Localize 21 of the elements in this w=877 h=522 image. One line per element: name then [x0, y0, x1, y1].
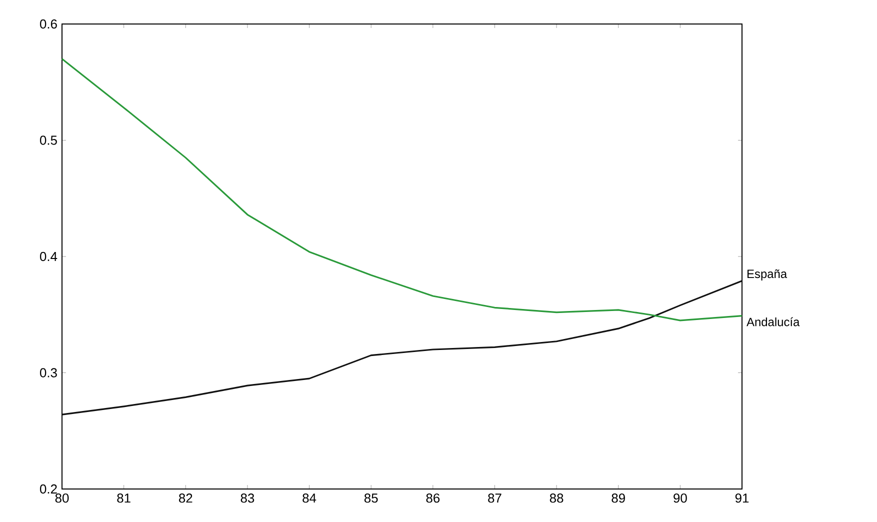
- x-tick-label: 90: [674, 494, 687, 503]
- x-tick-label: 83: [240, 494, 254, 503]
- x-tick-label: 84: [302, 494, 316, 503]
- x-tick-label: 81: [117, 494, 130, 503]
- line-series: [61, 58, 743, 322]
- line-series: [61, 280, 743, 416]
- x-tick-label: 87: [488, 494, 502, 503]
- x-tick-label: 80: [55, 494, 69, 503]
- x-tick-label: 88: [550, 494, 564, 503]
- series-label: España: [748, 269, 788, 280]
- x-tick-label: 89: [612, 494, 625, 503]
- x-tick-label: 82: [178, 494, 192, 503]
- x-tick-label: 91: [735, 494, 749, 503]
- y-tick-label: 0.3: [40, 368, 57, 378]
- y-tick-label: 0.6: [40, 19, 57, 29]
- series-label: Andalucía: [746, 317, 800, 326]
- x-tick-label: 85: [364, 494, 378, 503]
- y-tick-label: 0.2: [40, 484, 57, 494]
- y-tick-label: 0.4: [40, 252, 58, 262]
- y-tick-label: 0.5: [40, 136, 57, 145]
- x-tick-label: 86: [426, 494, 440, 503]
